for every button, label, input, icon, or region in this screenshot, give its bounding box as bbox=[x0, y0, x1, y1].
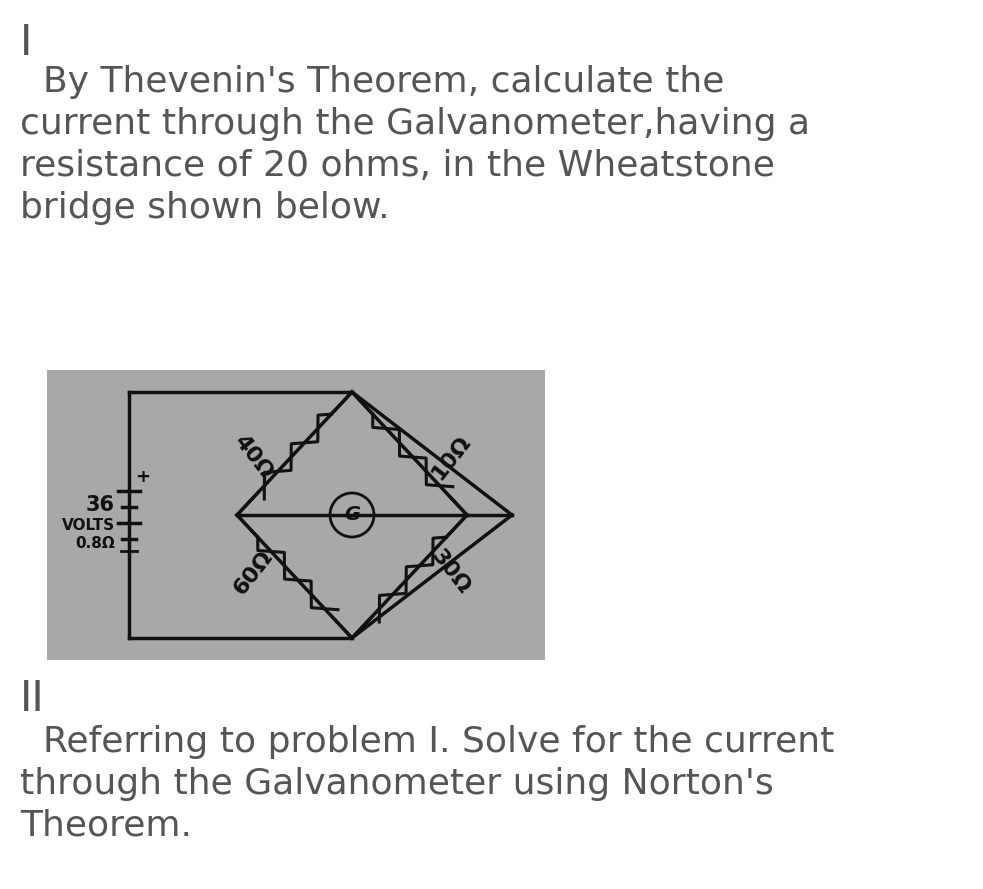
Text: VOLTS: VOLTS bbox=[62, 517, 115, 533]
Text: bridge shown below.: bridge shown below. bbox=[20, 191, 389, 225]
Text: through the Galvanometer using Norton's: through the Galvanometer using Norton's bbox=[20, 767, 774, 801]
Text: G: G bbox=[344, 506, 360, 525]
Bar bbox=[47, 370, 545, 660]
Text: 0.8Ω: 0.8Ω bbox=[76, 535, 115, 550]
Text: By Thevenin's Theorem, calculate the: By Thevenin's Theorem, calculate the bbox=[20, 65, 724, 99]
Text: 36: 36 bbox=[86, 495, 115, 515]
Text: 30Ω: 30Ω bbox=[428, 547, 474, 598]
Text: I: I bbox=[20, 22, 32, 64]
Text: Theorem.: Theorem. bbox=[20, 809, 192, 843]
Text: resistance of 20 ohms, in the Wheatstone: resistance of 20 ohms, in the Wheatstone bbox=[20, 149, 775, 183]
Text: II: II bbox=[20, 678, 45, 720]
Text: +: + bbox=[136, 468, 150, 486]
Text: 10Ω: 10Ω bbox=[428, 431, 474, 484]
Text: Referring to problem I. Solve for the current: Referring to problem I. Solve for the cu… bbox=[20, 725, 835, 759]
Text: 40Ω: 40Ω bbox=[230, 432, 276, 484]
Text: current through the Galvanometer,having a: current through the Galvanometer,having … bbox=[20, 107, 810, 141]
Text: 60Ω: 60Ω bbox=[230, 547, 276, 598]
